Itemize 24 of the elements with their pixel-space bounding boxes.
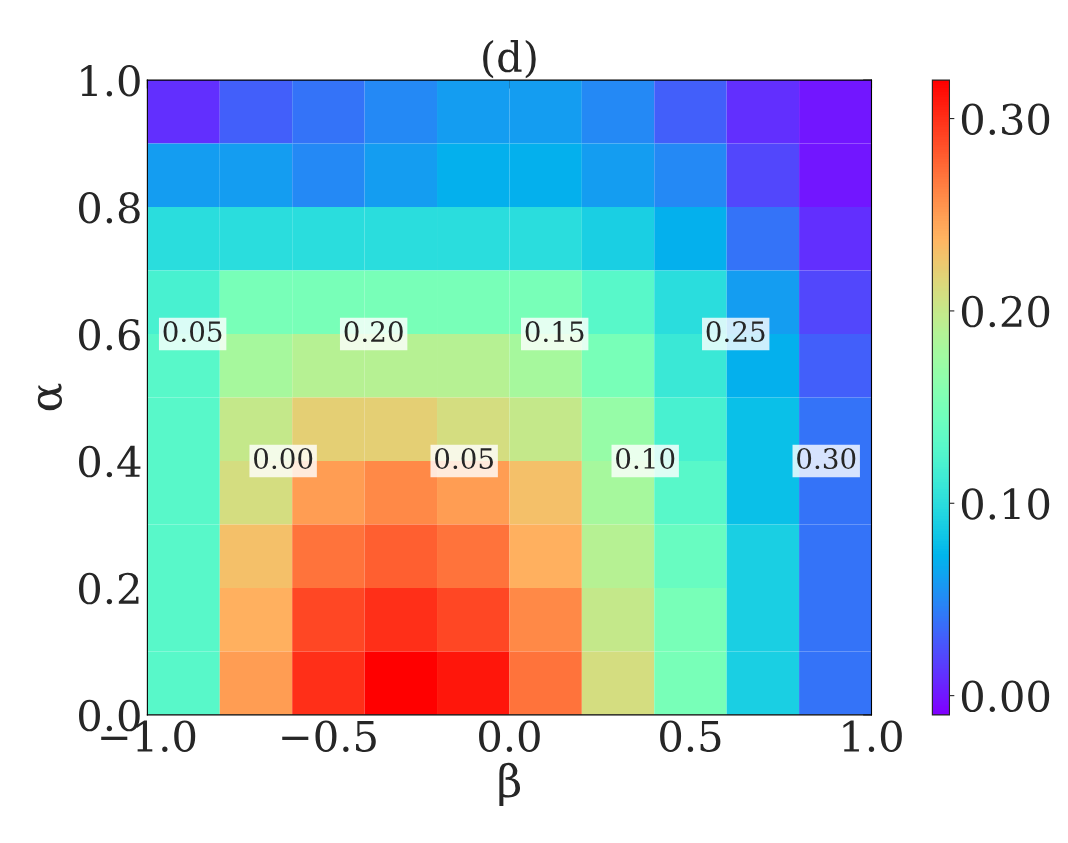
annotation: 0.20 [344,321,403,343]
x-tick-label: 0.0 [479,720,540,752]
y-tick-label: 0.8 [79,191,140,224]
annotation: 0.15 [525,321,584,343]
x-tick-label: −0.5 [282,720,376,752]
color-bar-label: 0.00 [961,680,1050,713]
annotation: 0.05 [163,321,222,343]
x-tick-label: 1.0 [843,720,902,752]
color-bar-label: 0.20 [961,295,1050,328]
chart-title: (d) [483,40,536,79]
annotation: 0.30 [797,448,856,470]
y-axis-title: α [37,383,62,411]
color-bar-label: 0.30 [961,103,1050,135]
annotation: 0.10 [616,448,675,470]
color-bar-label: 0.10 [961,488,1050,520]
y-tick-label: 0.6 [79,318,140,351]
annotation: 0.05 [435,448,493,470]
y-tick-label: 0.2 [79,572,139,605]
annotation: 0.00 [254,448,313,470]
x-tick-label: 0.5 [660,720,721,752]
y-tick-label: 1.0 [81,64,140,97]
y-tick-label: 0.4 [79,445,141,478]
annotation: 0.25 [706,321,765,343]
x-axis-title: β [499,762,521,807]
